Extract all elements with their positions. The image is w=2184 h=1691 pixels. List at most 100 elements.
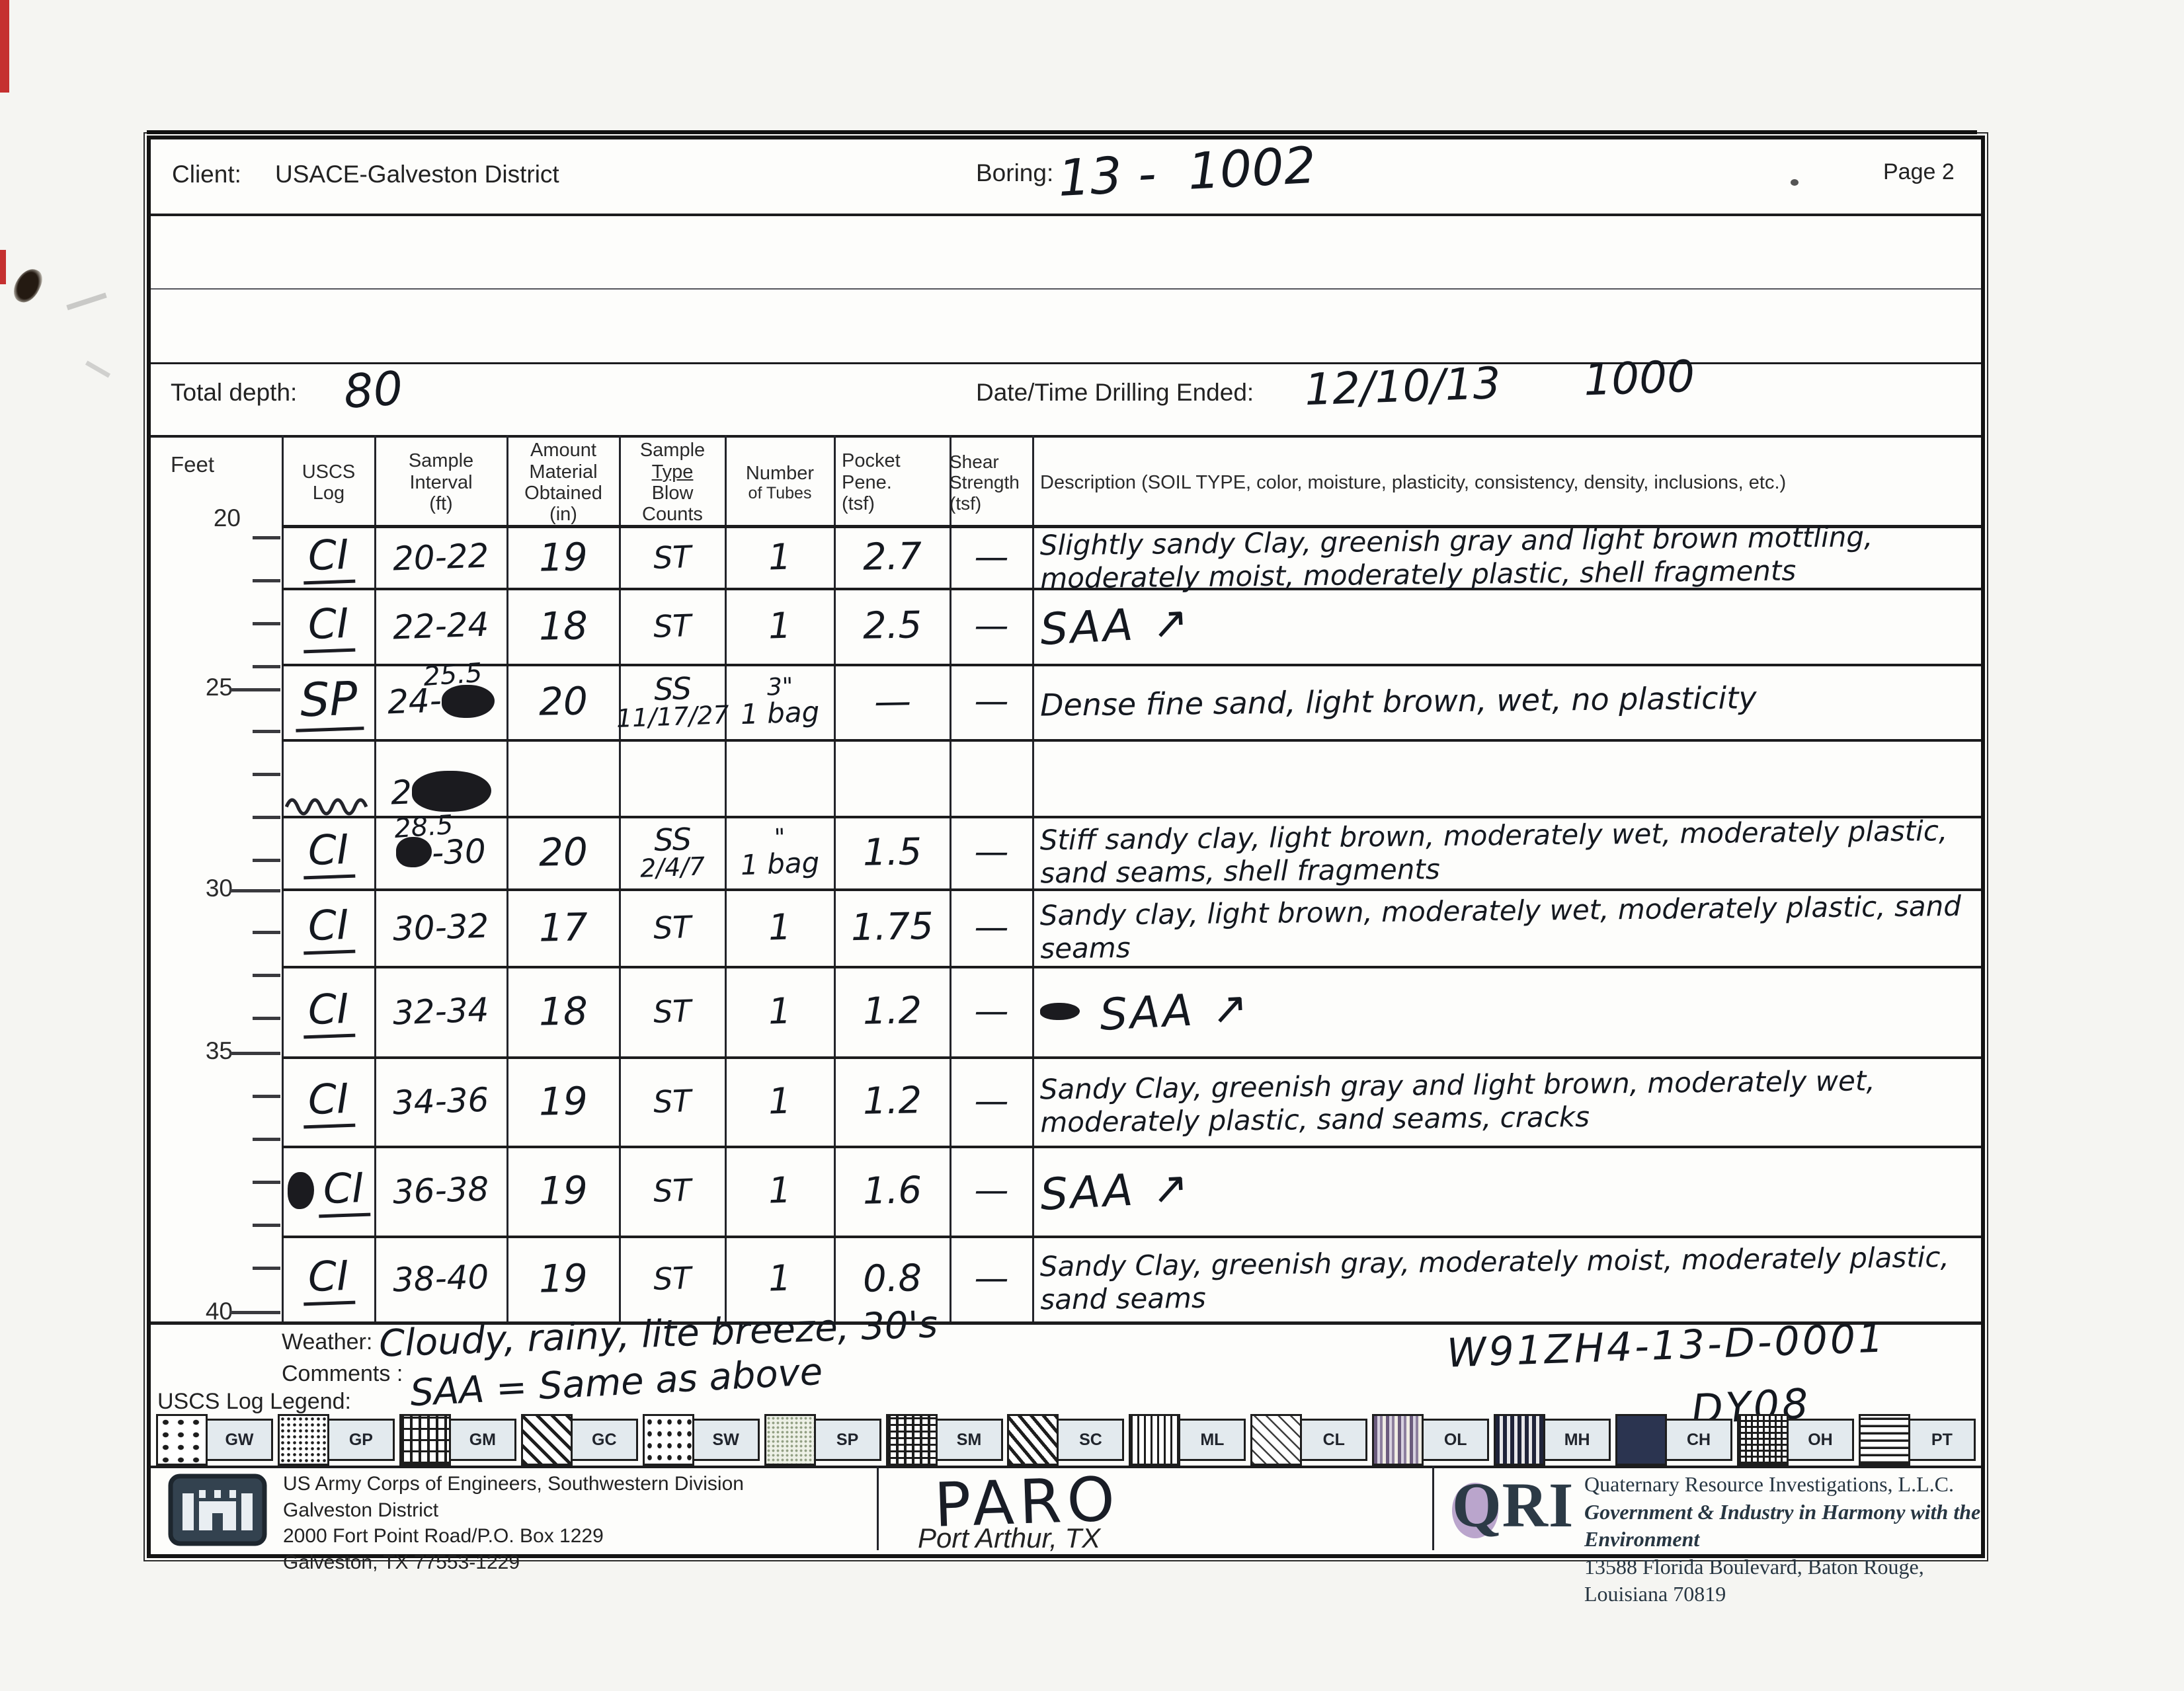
cell-shear: — xyxy=(974,991,1009,1031)
cell-shear: — xyxy=(974,682,1009,721)
cell-amount: 17 xyxy=(538,904,588,951)
grid-line xyxy=(282,888,1981,891)
depth-label-40: 40 xyxy=(205,1298,233,1325)
legend-item: SC xyxy=(1007,1414,1125,1466)
legend-item: CL xyxy=(1250,1414,1368,1466)
divider xyxy=(877,1466,879,1550)
cell-pocket-pene: 1.5 xyxy=(862,830,922,875)
depth-tick xyxy=(253,816,280,819)
pattern-swatch-pt xyxy=(1858,1414,1910,1466)
cell-uscs: CI xyxy=(283,888,374,966)
usace-line: Galveston, TX 77553-1229 xyxy=(283,1551,520,1573)
cell-uscs: CI xyxy=(283,816,374,888)
cell-uscs: CI xyxy=(283,966,374,1056)
boring-label: Boring: xyxy=(976,159,1054,186)
depth-tick xyxy=(253,622,280,625)
divider xyxy=(151,214,1981,216)
cell-pocket-pene: 2.7 xyxy=(862,535,922,579)
cell-shear: — xyxy=(974,832,1009,872)
legend-code: OH xyxy=(1788,1419,1854,1461)
divider xyxy=(151,288,1981,290)
depth-label-30: 30 xyxy=(205,875,233,902)
legend-item: GW xyxy=(156,1414,273,1466)
cell-amount: 20 xyxy=(538,829,588,875)
cell-interval: 34-36 xyxy=(392,1080,490,1122)
cell-uscs: SP xyxy=(283,664,374,739)
table-row: CI 30-32 17 ST 1 1.75 — Sandy clay, ligh… xyxy=(151,888,1981,966)
col-header-description: Description (SOIL TYPE, color, moisture,… xyxy=(1040,471,1787,493)
legend-code: GC xyxy=(572,1419,638,1461)
date-ended-value-handwritten: 12/10/13 1000 xyxy=(1303,350,1696,416)
cell-sample-type: SS 2/4/7 xyxy=(639,821,706,883)
col-header-pocket-pene: Pocket Pene. (tsf) xyxy=(842,450,901,515)
grid-line xyxy=(282,966,1981,968)
cell-tubes: 3" 1 bag xyxy=(740,673,820,731)
cell-shear: — xyxy=(974,537,1009,577)
grid-line xyxy=(282,1236,1981,1238)
pattern-swatch-mh xyxy=(1494,1414,1546,1466)
scribbled-out-value xyxy=(441,685,495,718)
cell-shear: — xyxy=(974,1171,1009,1210)
cell-pocket-pene: 1.2 xyxy=(862,989,922,1033)
cell-sample-type: SS 11/17/27 xyxy=(615,670,730,733)
cell-tubes: 1 xyxy=(768,535,792,578)
grid-line xyxy=(282,435,284,1321)
legend-item: SM xyxy=(885,1414,1003,1466)
cell-interval: 28.5 -30 xyxy=(393,809,487,873)
cell-shear: — xyxy=(974,907,1009,947)
legend-code: GW xyxy=(208,1419,273,1461)
paro-location: Port Arthur, TX xyxy=(918,1522,1101,1553)
depth-tick xyxy=(253,1224,280,1227)
pattern-swatch-ol xyxy=(1372,1414,1424,1466)
cell-uscs: CI xyxy=(283,588,374,664)
cell-description: SAA ↗ xyxy=(1039,596,1193,655)
grid-line xyxy=(619,435,621,1321)
legend-code: GM xyxy=(450,1419,516,1461)
cell-description: Sandy Clay, greenish gray, moderately mo… xyxy=(1039,1241,1950,1316)
pattern-swatch-ch xyxy=(1615,1414,1668,1466)
legend-code: SP xyxy=(815,1419,881,1461)
scan-artifact-pencil-mark xyxy=(85,360,111,378)
depth-label-35: 35 xyxy=(205,1037,233,1064)
qri-logo-circle xyxy=(1452,1483,1498,1538)
cell-pocket-pene: 1.75 xyxy=(850,904,934,950)
comments-label: Comments : xyxy=(282,1361,403,1386)
grid-line xyxy=(282,739,1981,742)
grid-line xyxy=(282,525,1981,528)
grid-line xyxy=(374,435,376,1321)
col-header-shear-strength: Shear Strength (tsf) xyxy=(950,451,1020,514)
cell-shear: — xyxy=(974,1081,1009,1121)
table-row: CI 38-40 19 ST 1 0.8 — Sandy Clay, green… xyxy=(151,1236,1981,1321)
legend-code: SC xyxy=(1059,1419,1125,1461)
cell-amount: 18 xyxy=(538,602,588,649)
cell-description: Slightly sandy Clay, greenish gray and l… xyxy=(1039,520,1873,594)
table-row: SP 25.5 24- 20 SS 11/17/27 3" 1 bag — — De… xyxy=(151,658,1981,739)
depth-tick xyxy=(253,1017,280,1020)
total-depth-label: Total depth: xyxy=(171,379,298,406)
col-header-uscs: USCS Log xyxy=(302,461,356,504)
cell-shear: — xyxy=(974,606,1009,646)
cell-interval: 2 xyxy=(376,739,506,816)
col-header-amount-material: Amount Material Obtained (in) xyxy=(524,440,602,526)
legend-code: SM xyxy=(937,1419,1003,1461)
usace-line: US Army Corps of Engineers, Southwestern… xyxy=(283,1473,744,1495)
cell-sample-type: ST xyxy=(653,1260,692,1297)
table-row: CI 34-36 19 ST 1 1.2 — Sandy Clay, green… xyxy=(151,1056,1981,1146)
cell-uscs: CI xyxy=(283,1236,374,1321)
depth-label-25: 25 xyxy=(205,674,233,701)
scribble-squiggle xyxy=(284,798,368,816)
pattern-swatch-cl xyxy=(1250,1414,1303,1466)
depth-tick xyxy=(253,1181,280,1184)
table-row: CI 32-34 18 ST 1 1.2 — SAA ↗ xyxy=(151,966,1981,1056)
cell-interval: 25.5 24- xyxy=(376,658,506,739)
scribble xyxy=(1040,1002,1080,1020)
cell-tubes: 1 xyxy=(768,1169,792,1212)
grid-line xyxy=(282,588,1981,590)
legend-item: OH xyxy=(1736,1414,1854,1466)
scribble xyxy=(288,1172,315,1209)
legend-code: MH xyxy=(1545,1419,1611,1461)
cell-sample-type: ST xyxy=(653,538,692,576)
legend-item: GC xyxy=(520,1414,638,1466)
cell-interval: 20-22 xyxy=(392,535,490,578)
depth-tick xyxy=(253,536,280,539)
